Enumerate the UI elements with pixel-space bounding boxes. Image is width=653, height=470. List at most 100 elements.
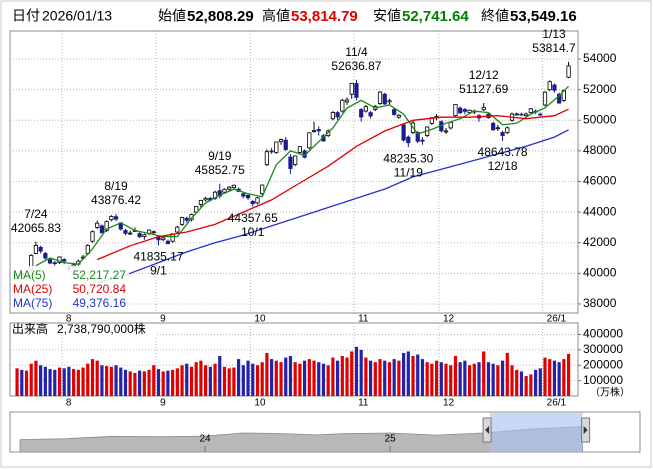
candle-body <box>231 184 237 189</box>
candle-body <box>316 129 321 132</box>
volume-bar <box>274 360 278 396</box>
volume-bar <box>43 366 47 396</box>
volume-bar <box>491 363 495 396</box>
y-tick-label: 40000 <box>583 266 617 280</box>
annotation-date: 10/1 <box>241 225 265 239</box>
volume-bar <box>552 360 557 396</box>
annotation-date: 9/1 <box>150 263 167 277</box>
candle-body <box>142 234 147 238</box>
volume-bar <box>467 365 472 396</box>
volume-bar <box>227 368 231 396</box>
candle-body <box>227 186 232 190</box>
annotation-value: 51127.69 <box>459 82 508 96</box>
ma-line <box>97 129 569 284</box>
candle-body <box>38 246 43 252</box>
candle-body <box>99 225 105 234</box>
volume-bar <box>218 356 222 396</box>
candle-body <box>377 91 383 104</box>
volume-bar <box>430 363 434 396</box>
candle-body <box>467 109 472 113</box>
candle-body <box>330 112 335 120</box>
x-tick-label: 9 <box>160 314 166 325</box>
volume-bar <box>331 357 335 396</box>
candle-body <box>245 194 251 199</box>
candle-body <box>552 84 557 91</box>
volume-bar <box>246 360 250 396</box>
volume-bar <box>368 360 373 396</box>
volume-bar <box>416 354 420 396</box>
candle-body <box>297 146 302 153</box>
candle-body <box>557 93 562 104</box>
candle-body <box>283 139 288 150</box>
y-tick-label: 50000 <box>583 112 617 126</box>
candle-body <box>123 230 128 234</box>
annotation-date: 1/13 <box>542 27 566 41</box>
volume-bar <box>241 365 245 396</box>
volume-bar <box>434 360 439 396</box>
annotation-value: 48235.30 <box>383 151 433 165</box>
volume-bar <box>67 366 71 396</box>
volume-bar <box>312 360 316 396</box>
volume-bar <box>496 365 500 396</box>
date-name: 日付 <box>12 8 40 24</box>
volume-bar <box>265 352 269 396</box>
volume-bar <box>425 362 429 396</box>
handle-arrow <box>485 426 490 434</box>
candle-body <box>198 199 204 205</box>
handle-arrow <box>583 426 588 434</box>
candle-body <box>359 109 364 118</box>
candle-body <box>260 184 265 195</box>
annotation-value: 45852.75 <box>195 163 245 177</box>
volume-bar <box>411 356 415 396</box>
legend-value: 49,376.16 <box>73 296 127 310</box>
y-tick-label: 38000 <box>583 296 617 310</box>
candle-body <box>250 200 255 205</box>
price-header: 始値 52,808.29 高値 53,814.79 安値 52,741.64 終値 53,54… <box>158 8 577 25</box>
navigator-handle[interactable] <box>581 417 591 443</box>
candle-body <box>90 231 95 242</box>
annotation-value: 44357.65 <box>228 211 278 225</box>
volume-bar <box>185 363 189 396</box>
candle-body <box>491 122 496 131</box>
header-value: 53,814.79 <box>291 8 358 25</box>
volume-bar <box>406 351 410 396</box>
annotation-value: 53814.7 <box>532 41 576 55</box>
plot-area <box>14 61 571 284</box>
volume-bar <box>39 365 43 396</box>
volume-bar <box>189 366 194 396</box>
volume-bar <box>463 360 467 396</box>
candle-body <box>340 99 345 112</box>
candle-body <box>95 222 100 228</box>
volume-total: 2,738,790,000株 <box>57 321 146 336</box>
annotation-date: 11/4 <box>345 45 368 59</box>
candle-body <box>264 151 269 166</box>
candle-body <box>175 226 180 233</box>
volume-bar <box>543 357 547 396</box>
y-tick-label: 48000 <box>583 143 617 157</box>
candle-body <box>462 109 467 112</box>
volume-bar <box>288 356 293 396</box>
volume-bar <box>105 366 109 396</box>
volume-title: 出来高 <box>12 321 48 336</box>
legend-value: 50,720.84 <box>73 282 127 296</box>
volume-bar <box>350 351 354 396</box>
volume-bar <box>109 366 113 396</box>
candle-body <box>184 217 189 221</box>
volume-bar <box>20 369 24 396</box>
y-tick-label: 400000 <box>583 327 623 341</box>
volume-bar <box>57 367 62 396</box>
candle-body <box>62 259 67 262</box>
candle-body <box>443 130 449 133</box>
volume-bar <box>486 362 491 396</box>
legend-box <box>11 266 129 312</box>
candle-body <box>514 113 519 116</box>
volume-bar <box>336 360 340 396</box>
navigator-handle[interactable] <box>482 417 492 443</box>
x-tick-label: 10 <box>254 398 266 409</box>
candle-body <box>458 107 463 114</box>
candle-body <box>179 217 185 225</box>
candle-body <box>349 82 354 95</box>
annotation-date: 12/18 <box>488 159 518 173</box>
volume-bar <box>208 366 212 396</box>
x-tick-label: 9 <box>160 398 166 409</box>
